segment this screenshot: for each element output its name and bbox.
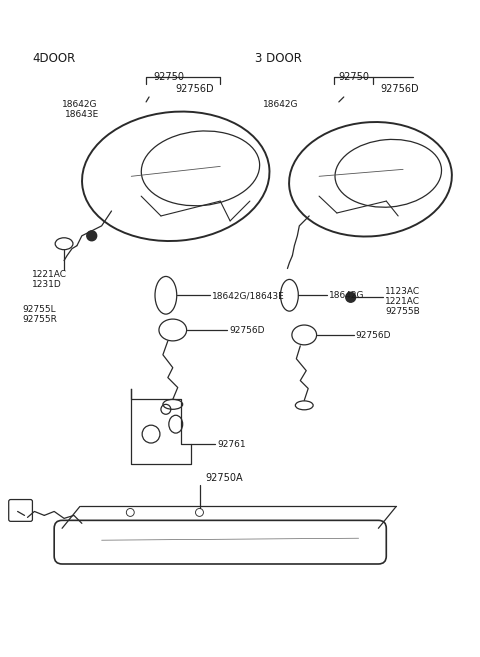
Text: 1221AC: 1221AC (385, 297, 420, 306)
Text: 92755R: 92755R (23, 315, 58, 324)
Text: 92755B: 92755B (385, 307, 420, 316)
Text: 92761: 92761 (217, 440, 246, 449)
Text: 18642G: 18642G (62, 100, 97, 109)
Text: 18642G: 18642G (329, 291, 364, 300)
Text: 92755L: 92755L (23, 306, 56, 314)
Text: 4DOOR: 4DOOR (33, 53, 76, 65)
Text: 92756D: 92756D (176, 84, 215, 94)
Circle shape (87, 231, 96, 240)
Text: 3 DOOR: 3 DOOR (255, 53, 302, 65)
Text: 18642G: 18642G (263, 100, 298, 109)
Text: 92756D: 92756D (380, 84, 419, 94)
Text: 18643E: 18643E (65, 110, 99, 119)
Text: 18642G/18643E: 18642G/18643E (212, 291, 285, 300)
Text: 1221AC: 1221AC (33, 271, 67, 279)
Text: 92750A: 92750A (205, 472, 243, 483)
Text: 1123AC: 1123AC (385, 287, 420, 296)
Text: 92756D: 92756D (229, 326, 264, 335)
Text: 92756D: 92756D (356, 331, 391, 340)
Circle shape (346, 292, 356, 302)
Text: 92750: 92750 (339, 72, 370, 82)
Text: 1231D: 1231D (33, 281, 62, 290)
Text: 92750: 92750 (153, 72, 184, 82)
